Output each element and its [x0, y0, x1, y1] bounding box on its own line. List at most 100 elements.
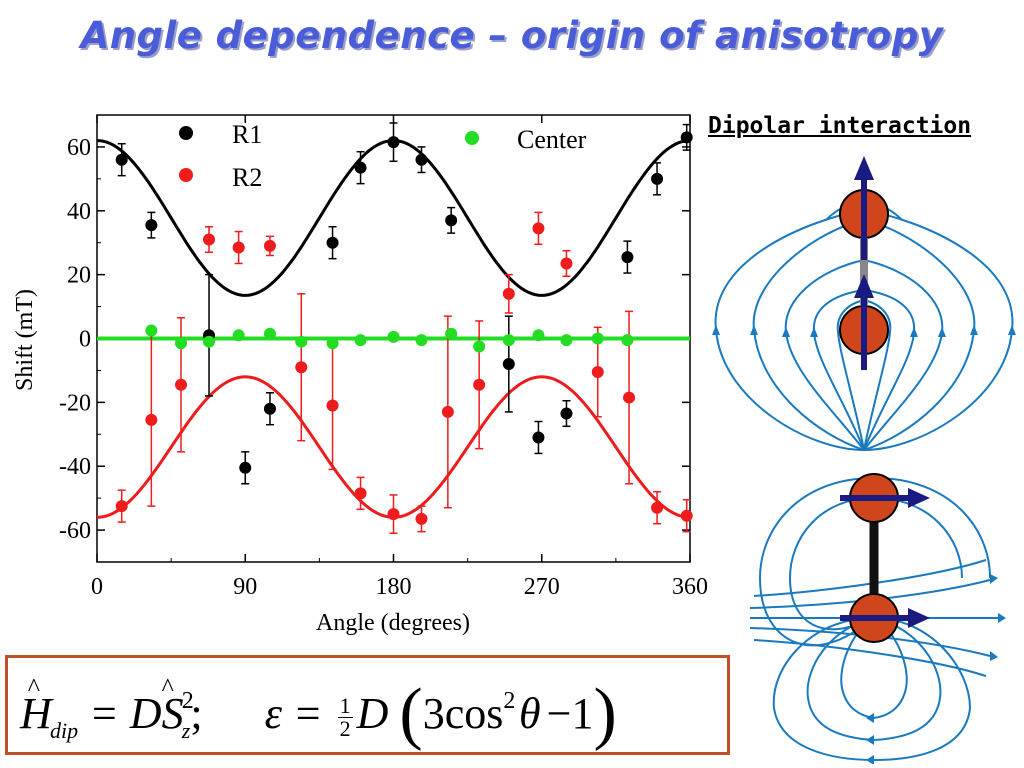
point-center: [621, 334, 634, 347]
point-r2: [232, 241, 245, 254]
formula-minus-one: −1: [546, 689, 594, 738]
point-r1: [415, 153, 428, 166]
x-tick-label: 90: [233, 574, 257, 600]
dipolar-interaction-heading: Dipolar interaction: [708, 113, 972, 139]
formula-half-num: 1: [337, 693, 353, 719]
point-r2: [115, 500, 128, 513]
y-tick-label: 60: [67, 135, 91, 161]
field-line: [772, 617, 875, 761]
point-r2: [441, 405, 454, 418]
point-r1: [621, 251, 634, 264]
field-arrow-icon: [782, 327, 790, 337]
field-arrow-icon: [1008, 325, 1016, 335]
point-center: [445, 327, 458, 340]
point-center: [532, 329, 545, 342]
point-center: [295, 335, 308, 348]
y-axis-label: Shift (mT): [12, 289, 38, 391]
field-arrow-icon: [938, 327, 946, 337]
fit-line-r1: [96, 138, 691, 297]
legend: R1 R2 Center: [179, 120, 587, 192]
formula-theta: θ: [519, 689, 541, 738]
y-tick-label: 20: [67, 263, 91, 289]
point-r2: [203, 233, 216, 246]
point-r2: [175, 378, 188, 391]
field-line: [863, 299, 892, 451]
axis-ticks: 0 90 180 270 360 60 40 20 0 -20 -40 -60: [59, 115, 708, 600]
point-r2: [354, 487, 367, 500]
dipole-perpendicular-diagram: [749, 473, 1006, 764]
field-line: [873, 617, 972, 761]
formula-d: D: [356, 689, 389, 738]
formula-open-paren: (: [399, 675, 423, 752]
field-arrow-icon: [866, 713, 874, 723]
formula-epsilon: ε =: [264, 689, 334, 738]
x-tick-label: 180: [376, 574, 412, 600]
point-r2: [591, 366, 604, 379]
point-r2: [560, 257, 573, 270]
point-center: [326, 337, 339, 350]
formula-close-paren: ): [593, 675, 617, 752]
field-arrow-icon: [970, 325, 978, 335]
point-r1: [502, 358, 515, 371]
point-r2: [502, 287, 515, 300]
dipole-parallel-diagram: [712, 156, 1016, 451]
formula-s-sup: 2: [181, 688, 194, 714]
point-center: [473, 340, 486, 353]
field-line: [873, 617, 942, 741]
point-center: [387, 330, 400, 343]
point-r1: [387, 136, 400, 149]
point-r1: [445, 214, 458, 227]
point-r2: [263, 239, 276, 252]
point-r1: [115, 153, 128, 166]
point-r2: [295, 361, 308, 374]
field-arrow-icon: [998, 613, 1006, 623]
field-line: [753, 639, 987, 677]
data-points: [115, 131, 693, 525]
field-line: [758, 477, 875, 647]
point-r1: [560, 407, 573, 420]
y-tick-label: 0: [79, 327, 91, 353]
point-r2: [532, 222, 545, 235]
point-r2: [473, 378, 486, 391]
y-tick-label: -40: [59, 454, 91, 480]
x-axis-label: Angle (degrees): [316, 610, 470, 636]
point-r2: [651, 501, 664, 514]
field-arrow-icon: [750, 325, 758, 335]
legend-marker-r1: [179, 126, 193, 140]
point-center: [591, 332, 604, 345]
point-center: [203, 335, 216, 348]
y-tick-label: -60: [59, 518, 91, 544]
point-center: [263, 327, 276, 340]
legend-marker-r2: [179, 168, 193, 182]
field-line: [836, 299, 865, 451]
legend-label: R1: [232, 120, 262, 149]
legend-marker-center: [465, 131, 479, 145]
field-arrow-icon: [990, 574, 998, 584]
slide-title: Angle dependence – origin of anisotropy: [80, 14, 944, 57]
point-center: [175, 337, 188, 350]
formula-h-subscript: dip: [49, 718, 79, 743]
point-r2: [415, 512, 428, 525]
point-r2: [387, 508, 400, 521]
x-tick-label: 360: [672, 574, 708, 600]
point-r2: [326, 399, 339, 412]
formula-cos-sup: 2: [503, 688, 516, 714]
point-center: [560, 334, 573, 347]
field-arrow-icon: [712, 325, 720, 335]
point-center: [502, 334, 515, 347]
formula-half-den: 2: [339, 716, 351, 742]
legend-label: Center: [517, 125, 587, 154]
point-r1: [145, 219, 158, 232]
point-r1: [326, 236, 339, 249]
formula-eq1: = D: [89, 689, 162, 738]
point-r1: [239, 461, 252, 474]
point-center: [354, 334, 367, 347]
field-arrow-icon: [810, 327, 818, 337]
field-arrow-icon: [910, 327, 918, 337]
field-arrow-icon: [866, 735, 874, 745]
arrowhead-right-icon: [908, 608, 930, 628]
field-arrow-icon: [866, 755, 874, 764]
